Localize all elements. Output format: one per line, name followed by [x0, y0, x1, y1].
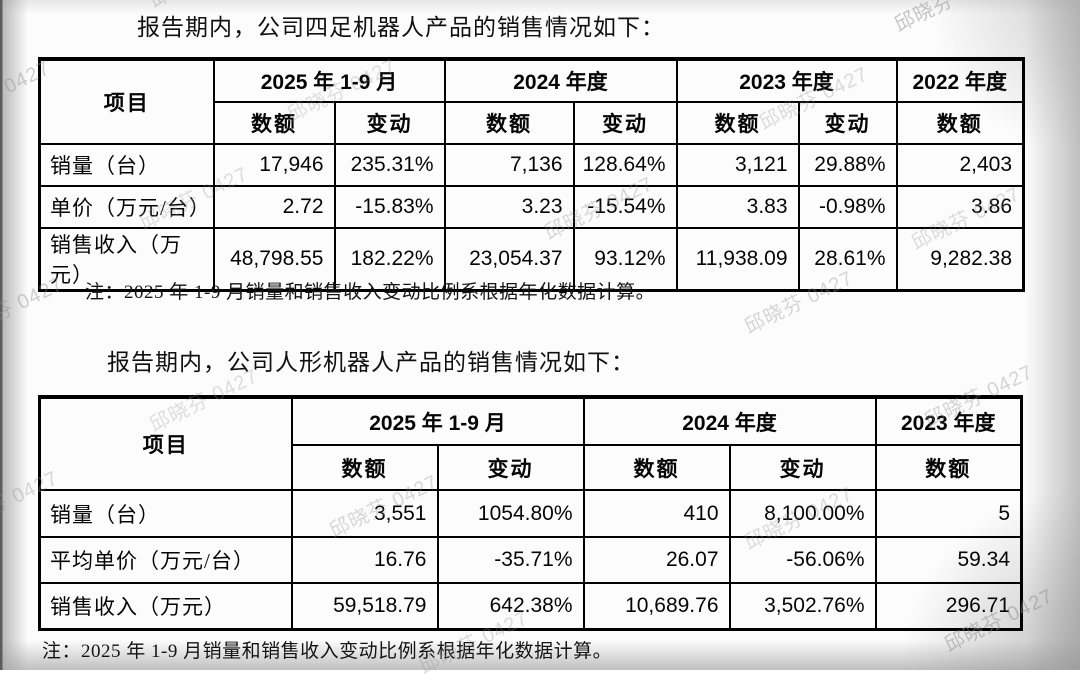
value-cell: 17,946: [212, 143, 336, 187]
sub-column-header: 变动: [797, 101, 898, 145]
value-cell: 8,100.00%: [728, 489, 877, 538]
row-label: 销售收入（万元）: [38, 582, 293, 630]
row-label: 平均单价（万元/台）: [38, 536, 293, 584]
value-cell: 59.34: [874, 536, 1023, 584]
value-cell: 3.23: [443, 185, 575, 229]
value-cell: 410: [582, 489, 731, 538]
period-column-header: 2025 年 1-9 月: [290, 396, 585, 446]
value-cell: -15.83%: [333, 185, 446, 229]
period-column-header: 2025 年 1-9 月: [212, 58, 446, 103]
sub-column-header: 数额: [895, 101, 1025, 145]
value-cell: -15.54%: [572, 185, 678, 229]
table-row: 销量（台） 17,946 235.31% 7,136 128.64% 3,121 29.88…: [38, 143, 1025, 187]
sub-column-header: 数额: [675, 101, 800, 145]
section1-note: 注：2025 年 1-9 月销量和销售收入变动比例系根据年化数据计算。: [85, 282, 656, 303]
sub-column-header: 数额: [443, 101, 575, 145]
value-cell: -56.06%: [728, 536, 877, 584]
value-cell: 1054.80%: [436, 489, 585, 538]
sub-column-header: 变动: [436, 444, 585, 491]
period-column-header: 2023 年度: [874, 396, 1023, 446]
item-column-header: 项目: [38, 396, 293, 491]
value-cell: 48,798.55: [212, 227, 336, 292]
value-cell: 59,518.79: [290, 582, 439, 630]
value-cell: 10,689.76: [582, 582, 731, 630]
table-row: 平均单价（万元/台） 16.76 -35.71% 26.07 -56.06% 59.34: [38, 536, 1023, 584]
value-cell: 296.71: [874, 582, 1023, 630]
value-cell: 29.88%: [797, 143, 898, 187]
value-cell: 5: [874, 489, 1023, 538]
value-cell: 182.22%: [333, 227, 446, 292]
value-cell: 3,551: [290, 489, 439, 538]
row-label: 销量（台）: [38, 489, 293, 538]
item-column-header: 项目: [38, 58, 215, 145]
value-cell: -0.98%: [797, 185, 898, 229]
value-cell: 3,502.76%: [728, 582, 877, 630]
sub-column-header: 变动: [333, 101, 446, 145]
sub-column-header: 数额: [874, 444, 1023, 491]
value-cell: 3.83: [675, 185, 800, 229]
period-column-header: 2024 年度: [582, 396, 877, 446]
value-cell: 23,054.37: [443, 227, 575, 292]
table-row: 销量（台） 3,551 1054.80% 410 8,100.00% 5: [38, 489, 1023, 538]
value-cell: 235.31%: [333, 143, 446, 187]
row-label: 销量（台）: [38, 143, 215, 187]
humanoid-sales-table: 项目 2025 年 1-9 月 2024 年度 2023 年度 数额 变动 数额 变动 数额 销量…: [38, 395, 1024, 631]
table-row: 销售收入（万元） 48,798.55 182.22% 23,054.37 93.12% 1…: [38, 227, 1025, 292]
value-cell: 2,403: [895, 143, 1025, 187]
row-label: 单价（万元/台）: [38, 185, 215, 229]
value-cell: 26.07: [582, 536, 731, 584]
table-row: 销售收入（万元） 59,518.79 642.38% 10,689.76 3,502.7…: [38, 582, 1023, 630]
period-column-header: 2023 年度: [675, 58, 898, 103]
value-cell: 28.61%: [797, 227, 898, 292]
value-cell: 3,121: [675, 143, 800, 187]
value-cell: 128.64%: [572, 143, 678, 187]
section2-title: 报告期内，公司人形机器人产品的销售情况如下：: [107, 350, 635, 375]
value-cell: 7,136: [443, 143, 575, 187]
section2-note: 注：2025 年 1-9 月销量和销售收入变动比例系根据年化数据计算。: [42, 641, 613, 662]
value-cell: 16.76: [290, 536, 439, 584]
period-column-header: 2022 年度: [895, 58, 1025, 103]
value-cell: 11,938.09: [675, 227, 800, 292]
sub-column-header: 变动: [728, 444, 877, 491]
value-cell: 2.72: [212, 185, 336, 229]
watermark: 邱晓芬 0427: [891, 0, 1008, 37]
value-cell: -35.71%: [436, 536, 585, 584]
section1-title: 报告期内，公司四足机器人产品的销售情况如下：: [137, 15, 665, 40]
quadruped-sales-table: 项目 2025 年 1-9 月 2024 年度 2023 年度 2022 年度 数额 变动数…: [38, 57, 1026, 292]
sub-column-header: 变动: [572, 101, 678, 145]
value-cell: 3.86: [895, 185, 1025, 229]
value-cell: 9,282.38: [895, 227, 1025, 292]
sub-column-header: 数额: [290, 444, 439, 491]
sub-column-header: 数额: [582, 444, 731, 491]
value-cell: 642.38%: [436, 582, 585, 630]
sub-column-header: 数额: [212, 101, 336, 145]
row-label: 销售收入（万元）: [38, 227, 215, 292]
period-column-header: 2024 年度: [443, 58, 678, 103]
value-cell: 93.12%: [572, 227, 678, 292]
table-row: 单价（万元/台） 2.72 -15.83% 3.23 -15.54% 3.83 -0.98%…: [38, 185, 1025, 229]
